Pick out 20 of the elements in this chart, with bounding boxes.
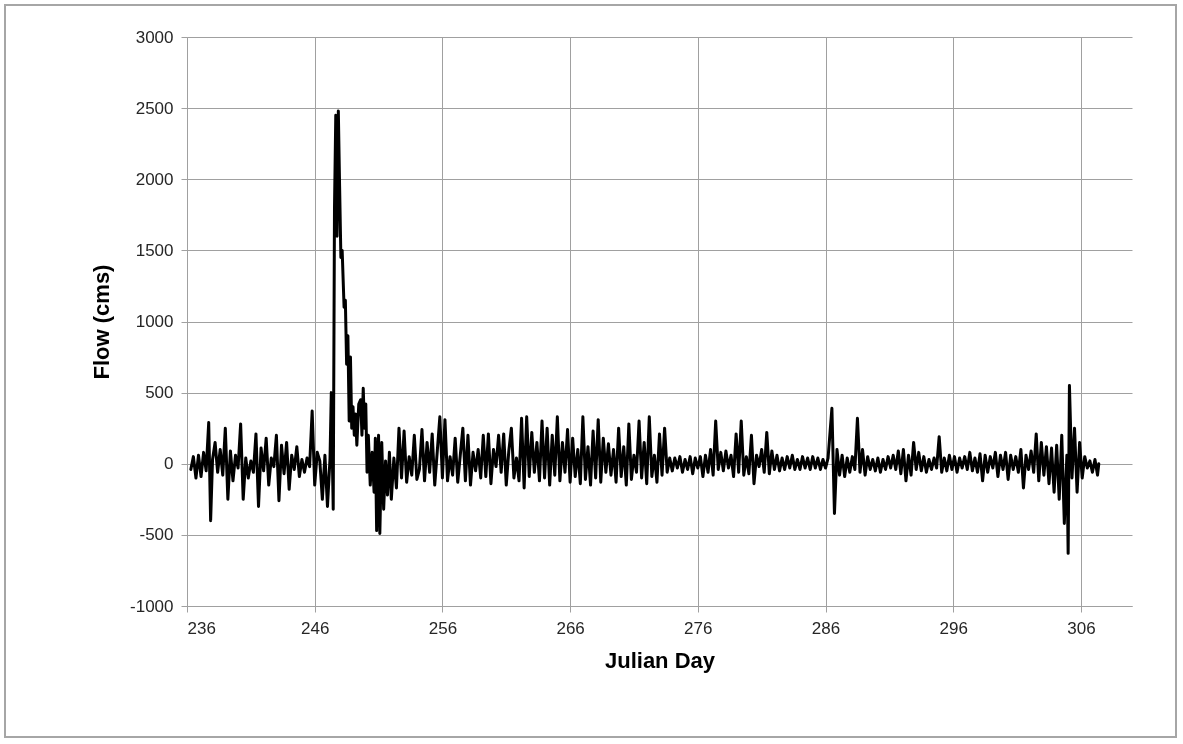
y-tick-label: 2500 (135, 98, 174, 118)
x-tick-label: 306 (1067, 618, 1096, 638)
line-series (189, 109, 1101, 555)
x-axis-title: Julian Day (604, 647, 716, 673)
y-tick-label: -500 (139, 525, 174, 545)
x-tick-label: 256 (428, 618, 458, 638)
y-tick-label: -1000 (130, 596, 174, 616)
y-tick-label: 3000 (135, 27, 174, 47)
x-tick-label: 276 (684, 618, 713, 638)
x-tick-label: 296 (939, 618, 968, 638)
y-tick-label: 500 (145, 383, 174, 403)
x-tick-label: 286 (811, 618, 841, 638)
y-tick-label: 0 (164, 454, 174, 474)
y-tick-label: 1500 (135, 240, 174, 260)
x-tick-label: 266 (556, 618, 585, 638)
y-tick-label: 1000 (135, 312, 174, 331)
x-tick-label: 246 (301, 618, 330, 638)
y-tick-label: 2000 (135, 169, 174, 189)
x-tick-label: 236 (187, 618, 216, 638)
y-axis-title: Flow (cms) (89, 264, 115, 380)
